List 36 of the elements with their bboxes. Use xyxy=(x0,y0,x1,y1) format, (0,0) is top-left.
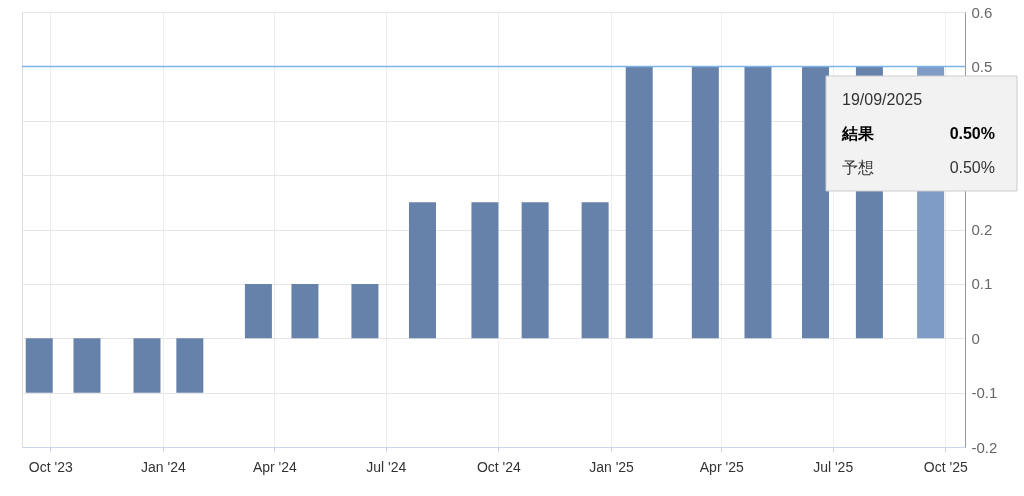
bar xyxy=(408,202,436,339)
y-tick-label: 0.6 xyxy=(971,3,993,21)
bar xyxy=(691,66,719,339)
x-tick-label: Oct '25 xyxy=(923,458,968,475)
bar xyxy=(581,202,609,339)
bar xyxy=(351,283,379,339)
bar xyxy=(244,283,272,339)
x-tick-label: Oct '24 xyxy=(476,458,522,475)
y-tick-label: 0 xyxy=(971,329,980,347)
x-tick-label: Jul '24 xyxy=(366,458,407,475)
x-tick-label: Apr '25 xyxy=(699,458,744,475)
annotation: 0.50% xyxy=(949,125,995,142)
x-tick-label: Jul '25 xyxy=(813,458,854,475)
x-tick-label: Jan '25 xyxy=(589,458,635,475)
x-tick-label: Oct '23 xyxy=(28,458,73,475)
annotation: 予想 xyxy=(842,159,874,176)
bar xyxy=(802,66,830,339)
bar xyxy=(625,66,653,339)
bar xyxy=(744,66,772,339)
bar xyxy=(133,338,161,393)
y-tick-label: -0.1 xyxy=(971,384,998,402)
x-tick-label: Apr '24 xyxy=(252,458,297,475)
bar xyxy=(176,338,204,393)
bar xyxy=(471,202,499,339)
y-tick-label: -0.2 xyxy=(971,438,998,456)
bar xyxy=(25,338,53,393)
x-tick-label: Jan '24 xyxy=(141,458,186,475)
y-tick-label: 0.2 xyxy=(971,221,993,238)
bar xyxy=(291,283,319,339)
bar xyxy=(73,338,101,393)
annotation: 結果 xyxy=(841,125,875,142)
y-tick-label: 0.1 xyxy=(971,275,993,293)
annotation: 19/09/2025 xyxy=(842,91,923,108)
y-tick-label: 0.5 xyxy=(971,57,993,75)
bar xyxy=(521,202,549,339)
annotation: 0.50% xyxy=(949,159,995,176)
